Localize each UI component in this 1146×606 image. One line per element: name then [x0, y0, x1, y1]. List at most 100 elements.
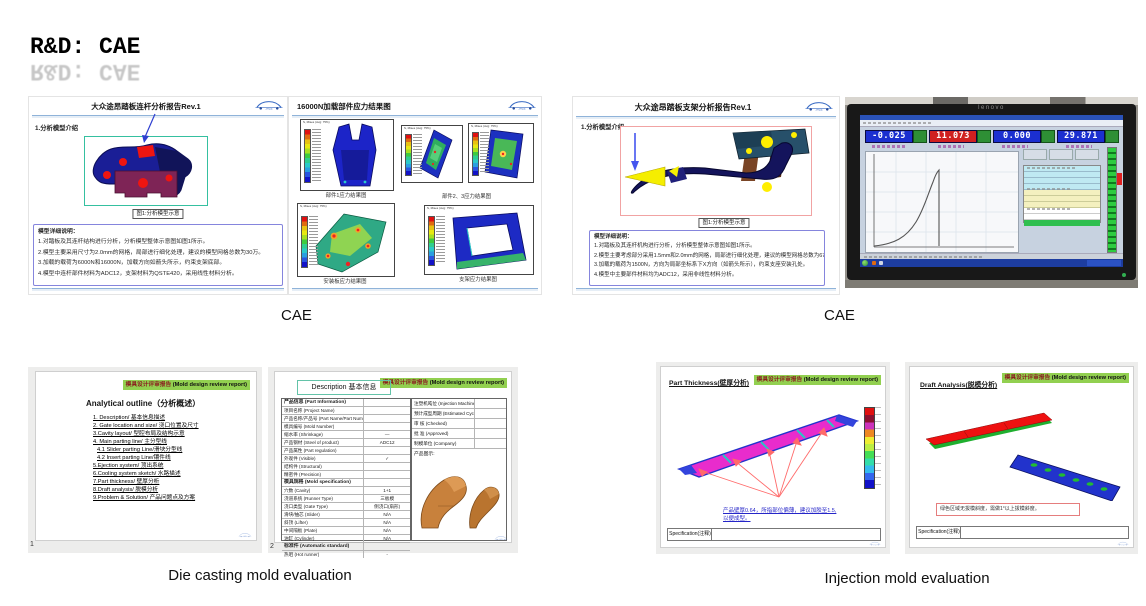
info-table-right: 注塑机吨位 (Injection Machine Tonnage) 预计成型周期…: [411, 398, 507, 541]
figure-caption: 图1:分析模型示意: [698, 218, 750, 228]
model-frame: [620, 126, 812, 216]
specification-label: Specification(注释): [667, 528, 713, 541]
monitor-screen: -0.025 11.073 0.000 29.871: [860, 115, 1123, 267]
windows-start-icon: [862, 260, 868, 266]
parameter-panel: [1023, 165, 1101, 226]
outline-item: 7.Part thickness/ 壁厚分析: [93, 479, 160, 485]
fea-caption: 安装板应力结果图: [323, 279, 367, 285]
page-number: 1: [30, 541, 34, 548]
outline-item: 5.Ejection system/ 顶出系统: [93, 463, 164, 469]
outline-item: 4. Main parting line/ 主分型线: [93, 439, 167, 445]
outline-item: 4.2 Insert parting Line/镶件线: [97, 455, 171, 461]
slide-thickness: Part Thickness(壁厚分析) 模具设计评审报告 (Mold desi…: [660, 366, 886, 548]
caption-die-casting: Die casting mold evaluation: [168, 567, 352, 584]
model-notes: 模型详细说明： 1.对踏板及其连杆机构进行分析，分析模型整体示意图如图1所示。 …: [589, 230, 825, 286]
page-number: 2: [270, 543, 274, 550]
report-header-zh: 模具设计评审报告: [756, 376, 803, 383]
info-table-left: 产品信息 (Part Information) 项目名称 (Project Na…: [281, 398, 411, 558]
load-arrow: [142, 113, 156, 143]
thickness-title: Part Thickness(壁厚分析): [669, 380, 750, 387]
footer-logo-icon: [238, 532, 252, 538]
taskbar-icon: [872, 261, 876, 265]
note-line: 2.模型主要考虑部分采用1.5mm和2.0mm的网格，局部进行细化处理，建议的模…: [594, 252, 825, 259]
status-bar: [860, 253, 1123, 260]
note-line: 4.模型中主要部件材料均为ADC12，采用非线性材料分析。: [594, 271, 738, 278]
photo-background: [845, 97, 1138, 105]
outline-item: 2. Gate location and size/ 浇口位置及尺寸: [93, 423, 199, 429]
outline-item: 9.Problem & Solution/ 产品问题点及方案: [93, 495, 196, 501]
report-header-en: (Mold design review report): [172, 381, 247, 388]
jaze-logo-icon: [254, 99, 284, 111]
report-header: 模具设计评审报告 (Mold design review report): [379, 378, 507, 388]
report-header-zh: 模具设计评审报告: [125, 381, 172, 388]
readout-unit-box: [1105, 130, 1119, 143]
slide-stress-results: 16000N加载部件应力结果图 S, Mises (Avg: 75%) S, M…: [288, 96, 542, 295]
slide-description: 模具设计评审报告 (Mold design review report) Des…: [274, 371, 512, 558]
caption-injection: Injection mold evaluation: [824, 570, 990, 587]
fea-caption: 部件2、3应力结果图: [441, 194, 492, 200]
part-image-cell: 产品图示:: [412, 449, 506, 543]
taskbar-icon: [879, 261, 883, 265]
panel-buttons: [1023, 149, 1099, 160]
specification-label: Specification(注释): [916, 526, 962, 539]
note-line: 1.对踏板及其连杆结构进行分析，分析模型整体示意图如图1所示。: [38, 239, 209, 246]
slide-description-frame: 模具设计评审报告 (Mold design review report) Des…: [268, 367, 518, 558]
fea-legend-label: S, Mises (Avg: 75%): [300, 205, 327, 208]
fea-image-part3: S, Mises (Avg: 75%): [468, 123, 534, 183]
annotation-line: 产品壁厚0.64，所指部位偏薄，建议加胶至1.5,: [723, 508, 837, 514]
slide-outline-frame: 模具设计评审报告 (Mold design review report) Ana…: [28, 367, 262, 553]
notes-title: 模型详细说明：: [38, 229, 79, 235]
fea-plate-blob: [484, 129, 524, 179]
app-titlebar: [860, 115, 1123, 120]
slide-title: 大众途昂踏板连杆分析报告Rev.1: [91, 102, 201, 111]
outline-title: Analytical outline（分析概述）: [86, 399, 201, 408]
monitor-photo: lenovo -0.025 11.073 0.000 29.871: [845, 97, 1138, 288]
note-line: 3.加载的载荷为6000N和16000N，加载方向如箭头所示，约束支架底部。: [38, 260, 226, 267]
section-label: 1.分析模型介绍: [581, 124, 625, 131]
fea-plate-blob: [419, 129, 453, 179]
footer-logo-icon: [494, 535, 508, 541]
slide-outline: 模具设计评审报告 (Mold design review report) Ana…: [35, 371, 257, 541]
slide-title: 大众途昂踏板支架分析报告Rev.1: [634, 103, 752, 112]
model-notes: 模型详细说明： 1.对踏板及其连杆结构进行分析，分析模型整体示意图如图1所示。 …: [33, 224, 283, 286]
footer-logo-icon: [1117, 541, 1129, 546]
report-header: 模具设计评审报告 (Mold design review report): [1001, 373, 1129, 383]
outline-item: 3.Cavity layout/ 型腔布局及结构示意: [93, 431, 185, 437]
fea-mountplate-blob: [315, 213, 387, 273]
taskbar-tray: [1087, 260, 1121, 266]
power-led: [1122, 273, 1126, 277]
lenovo-logo: lenovo: [978, 105, 1005, 111]
monitor-bezel: lenovo -0.025 11.073 0.000 29.871: [847, 104, 1136, 280]
windows-taskbar: [860, 259, 1123, 267]
report-header-zh: 模具设计评审报告: [382, 379, 429, 386]
slide-draft: Draft Analysis(脱模分析) 模具设计评审报告 (Mold desi…: [909, 366, 1134, 548]
fea-legend-label: S, Mises (Avg: 75%): [303, 121, 330, 124]
alarm-indicator: [1117, 173, 1122, 185]
draft-title: Draft Analysis(脱模分析): [920, 382, 998, 389]
footer-logo-icon: [869, 541, 881, 546]
part-image-label: 产品图示:: [414, 452, 435, 457]
fea-frame-blob: [452, 212, 527, 270]
jaze-logo-icon: [804, 100, 834, 112]
caption-cae-left: CAE: [281, 307, 312, 324]
note-line: 4.模型中连杆部件材料为ADC12，支架材料为QSTE420，采用线性材料分析。: [38, 270, 238, 277]
specification-field: [711, 528, 881, 541]
draft-annotation: 绿色区域无拔模斜度，需做1°以上拔模斜度。: [936, 503, 1080, 516]
part-3d-render: [420, 476, 500, 529]
fea-legend-label: S, Mises (Avg: 75%): [471, 125, 498, 128]
model-frame: [84, 136, 208, 206]
specification-field: [960, 526, 1129, 539]
slide-draft-frame: Draft Analysis(脱模分析) 模具设计评审报告 (Mold desi…: [905, 362, 1138, 554]
readout-force: 11.073: [929, 130, 977, 143]
slide-bracket-report: 大众途昂踏板支架分析报告Rev.1 1.分析模型介绍 图1:分析模型示意 模型详…: [572, 96, 840, 295]
fea-image-part1: S, Mises (Avg: 75%): [300, 119, 394, 191]
readout-label: [1002, 145, 1028, 148]
fea-image-part2: S, Mises (Avg: 75%): [401, 125, 463, 183]
fea-legend-label: S, Mises (Avg: 75%): [404, 127, 431, 130]
annotation-line: 以便成型。: [723, 516, 751, 522]
note-line: 3.加载的载荷为1500N，方向为局部坐标系下X方向（如箭头所示），约束支座安装…: [594, 262, 809, 269]
level-bar: [1107, 147, 1117, 253]
fea-caption: 部件1应力结果图: [325, 193, 367, 199]
description-title: Description 基本信息: [297, 380, 391, 395]
